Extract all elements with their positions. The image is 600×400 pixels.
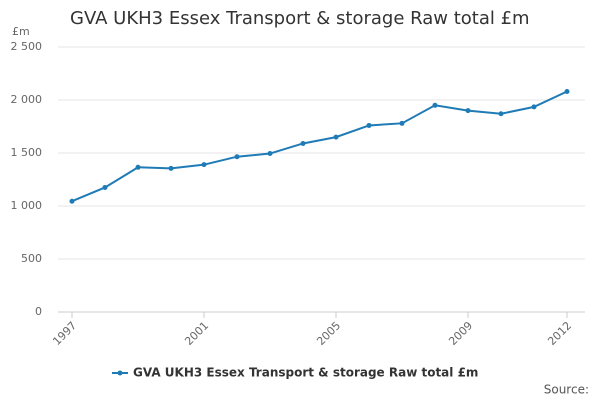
data-point	[300, 140, 306, 146]
y-tick-label: 1 000	[11, 199, 43, 212]
y-tick-label: 2 500	[11, 40, 43, 53]
data-point	[465, 108, 471, 114]
y-tick-label: 2 000	[11, 93, 43, 106]
data-point	[432, 102, 438, 108]
data-point	[366, 122, 372, 128]
x-tick-label: 1997	[50, 319, 79, 348]
data-point	[564, 89, 570, 95]
data-point	[102, 184, 108, 190]
data-point	[201, 162, 207, 168]
data-point	[399, 120, 405, 126]
x-tick-label: 2012	[545, 319, 574, 348]
data-point	[69, 198, 75, 204]
x-tick-label: 2001	[182, 319, 211, 348]
x-tick-label: 2009	[446, 319, 475, 348]
legend-marker	[117, 370, 123, 376]
y-unit-label: £m	[12, 25, 30, 38]
source: Source:	[544, 383, 589, 397]
data-point	[135, 164, 141, 170]
data-point	[267, 151, 273, 157]
data-point	[498, 111, 504, 117]
y-tick-label: 500	[21, 252, 42, 265]
data-point	[531, 104, 537, 110]
y-tick-label: 1 500	[11, 146, 43, 159]
data-point	[234, 154, 240, 160]
data-point	[333, 134, 339, 140]
series-line	[71, 90, 568, 203]
x-tick-label: 2005	[314, 319, 343, 348]
legend-label: GVA UKH3 Essex Transport & storage Raw t…	[133, 366, 478, 380]
chart-title: GVA UKH3 Essex Transport & storage Raw t…	[70, 8, 530, 29]
y-tick-label: 0	[35, 305, 42, 318]
data-point	[168, 165, 174, 171]
